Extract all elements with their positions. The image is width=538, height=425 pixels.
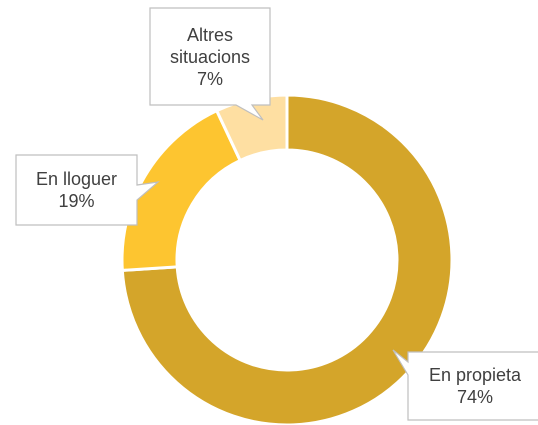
category-label: Altres situacions [169,24,251,67]
category-label: En lloguer [35,169,118,189]
slices [120,93,454,425]
callout-box [149,7,271,121]
category-label: En propieta [428,365,522,385]
value-label: 19% [58,191,95,211]
value-label: 7% [196,68,223,89]
data-label: En lloguer 19% [16,155,137,225]
value-label: 74% [456,387,494,407]
data-label: En propieta 74% [408,352,538,420]
callout-box [15,154,160,226]
donut-slice [120,93,454,425]
data-label: Altres situacions 7% [150,8,270,105]
callout-box [392,349,538,421]
